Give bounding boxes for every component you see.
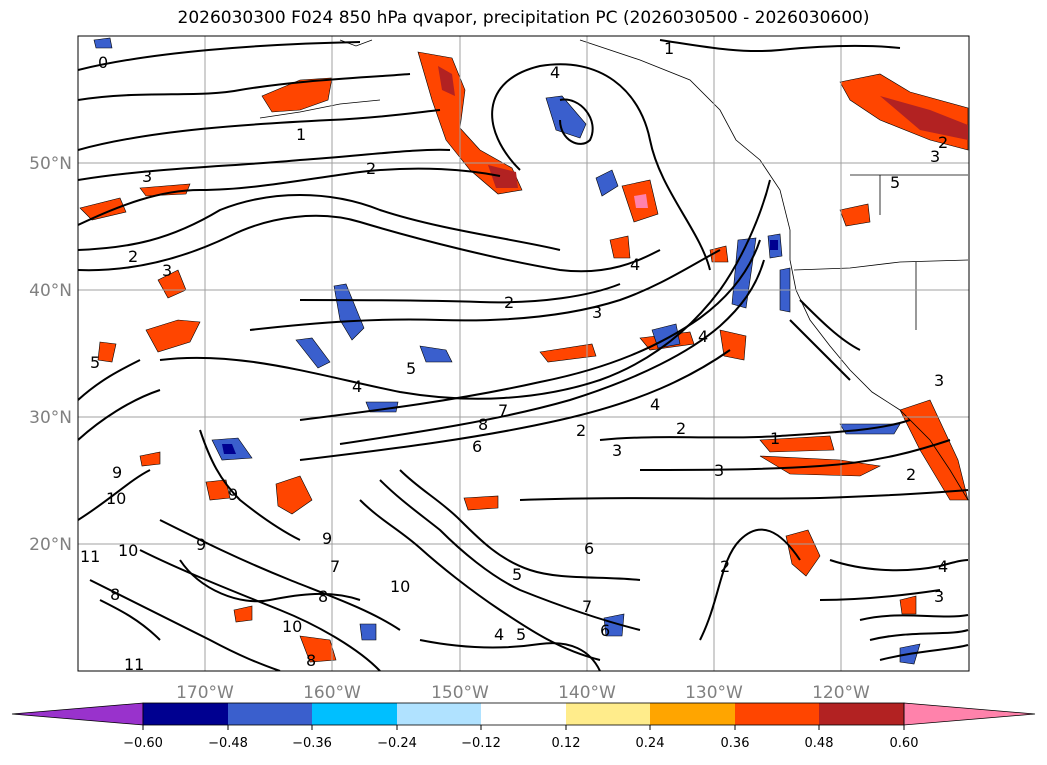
contour-label: 3 (714, 461, 724, 480)
colorbar-segment (650, 703, 735, 725)
plot-frame (77, 35, 970, 672)
x-axis: 170°W 160°W 150°W 140°W 130°W 120°W (176, 683, 870, 703)
contour-label: 3 (142, 167, 152, 186)
contour-label: 5 (512, 565, 522, 584)
colorbar-tick-label: −0.60 (123, 736, 163, 751)
colorbar-segment (228, 703, 312, 725)
colorbar-extend-min (11, 702, 144, 726)
contour-label: 2 (128, 247, 138, 266)
contour-label: 2 (906, 465, 916, 484)
contour-label: 3 (934, 587, 944, 606)
contour-label: 5 (516, 625, 526, 644)
contour-label: 8 (306, 651, 316, 670)
chart-title: 2026030300 F024 850 hPa qvapor, precipit… (177, 8, 870, 28)
contour-label: 4 (494, 625, 504, 644)
contour-label: 9 (196, 535, 206, 554)
colorbar: −0.60 −0.48 −0.36 −0.24 −0.12 0.12 0.24 … (11, 702, 1036, 751)
contour-label: 1 (770, 429, 780, 448)
colorbar-segment (481, 703, 566, 725)
colorbar-segment (312, 703, 397, 725)
colorbar-segment (397, 703, 481, 725)
contour-label: 10 (106, 489, 126, 508)
contour-labels: 0 1 2 3 2 3 4 1 2 3 2 3 5 2 3 4 5 4 8 7 … (80, 39, 948, 674)
colorbar-tick-label: 0.48 (805, 736, 834, 751)
y-tick-label: 40°N (29, 281, 72, 301)
x-tick-label: 120°W (812, 683, 870, 703)
plot-area (78, 36, 969, 671)
contour-label: 0 (98, 53, 108, 72)
colorbar-tick-label: −0.12 (461, 736, 501, 751)
contour-label: 2 (676, 419, 686, 438)
y-tick-label: 20°N (29, 535, 72, 555)
contour-label: 6 (584, 539, 594, 558)
contour-label: 2 (576, 421, 586, 440)
contour-label: 5 (890, 173, 900, 192)
map-layers: 0 1 2 3 2 3 4 1 2 3 2 3 5 2 3 4 5 4 8 7 … (78, 36, 969, 674)
contour-label: 10 (282, 617, 302, 636)
graticule (78, 36, 969, 671)
qvapor-contours (78, 39, 969, 671)
colorbar-tick-label: 0.12 (552, 736, 581, 751)
contour-label: 2 (366, 159, 376, 178)
y-axis: 20°N 30°N 40°N 50°N (29, 154, 72, 555)
colorbar-tick-label: −0.24 (377, 736, 417, 751)
colorbar-tick-label: 0.24 (636, 736, 665, 751)
colorbar-frame (142, 702, 905, 726)
x-tick-label: 140°W (558, 683, 616, 703)
colorbar-tick-label: 0.36 (721, 736, 750, 751)
contour-label: 6 (472, 437, 482, 456)
contour-label: 8 (110, 585, 120, 604)
x-tick-label: 130°W (685, 683, 743, 703)
contour-label: 3 (612, 441, 622, 460)
colorbar-extend-max (903, 702, 1036, 726)
colorbar-segment (735, 703, 819, 725)
contour-label: 4 (938, 557, 948, 576)
contour-label: 5 (406, 359, 416, 378)
contour-label: 4 (650, 395, 660, 414)
contour-label: 3 (934, 371, 944, 390)
contour-label: 4 (698, 327, 708, 346)
contour-label: 9 (322, 529, 332, 548)
coastlines (259, 39, 969, 501)
y-tick-label: 50°N (29, 154, 72, 174)
contour-label: 6 (600, 621, 610, 640)
contour-label: 9 (112, 463, 122, 482)
colorbar-tick-label: 0.60 (890, 736, 919, 751)
colorbar-segment (143, 703, 228, 725)
contour-label: 3 (930, 147, 940, 166)
contour-label: 9 (228, 485, 238, 504)
colorbar-segment (819, 703, 904, 725)
contour-label: 4 (550, 63, 560, 82)
contour-label: 8 (478, 415, 488, 434)
contour-label: 3 (592, 303, 602, 322)
contour-label: 5 (90, 353, 100, 372)
colorbar-tick-label: −0.36 (292, 736, 332, 751)
contour-label: 4 (630, 255, 640, 274)
contour-label: 7 (498, 401, 508, 420)
contour-label: 1 (296, 125, 306, 144)
contour-label: 2 (504, 293, 514, 312)
x-tick-label: 160°W (303, 683, 361, 703)
contour-label: 8 (318, 587, 328, 606)
contour-label: 7 (582, 597, 592, 616)
contour-label: 3 (162, 261, 172, 280)
contour-label: 2 (720, 557, 730, 576)
contour-label: 1 (664, 39, 674, 58)
contour-label: 10 (118, 541, 138, 560)
x-tick-label: 150°W (431, 683, 489, 703)
contour-label: 11 (80, 547, 100, 566)
contour-label: 4 (352, 377, 362, 396)
contour-label: 7 (330, 557, 340, 576)
contour-label: 10 (390, 577, 410, 596)
x-tick-label: 170°W (176, 683, 234, 703)
contour-label: 11 (124, 655, 144, 674)
colorbar-segment (566, 703, 650, 725)
contour-label: 2 (938, 133, 948, 152)
y-tick-label: 30°N (29, 408, 72, 428)
colorbar-tick-label: −0.48 (208, 736, 248, 751)
precip-anomaly-fill (79, 37, 969, 665)
